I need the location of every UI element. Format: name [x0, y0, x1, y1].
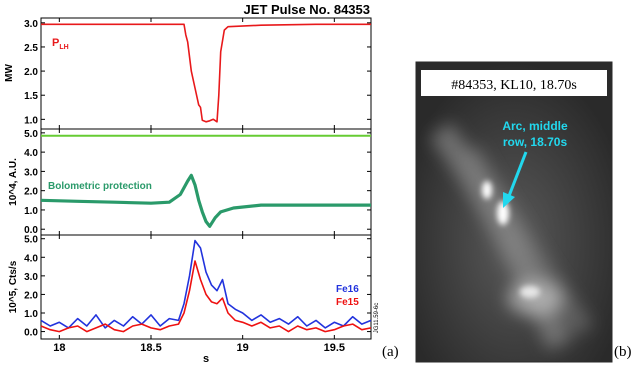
y-tick-label: 3.0: [24, 19, 38, 30]
panel-plh-ylabel: MW: [4, 64, 15, 82]
panel-iron-lines-ylabel: 10^5, Cts/s: [8, 260, 19, 313]
x-axis-label: s: [203, 353, 209, 365]
panel-iron-lines: 5.0 4.0 3.0 2.0 1.0 0.0 10^5, Cts/s Fe16 Fe15: [8, 234, 372, 340]
y-tick-label: 1.0: [24, 206, 38, 217]
y-tick-label: 5.0: [24, 235, 38, 246]
camera-image-frame: [415, 61, 613, 363]
y-tick-label: 5.0: [24, 129, 38, 140]
panel-plh-frame: [40, 17, 372, 130]
series-line-2-1: [40, 260, 372, 333]
x-tick-label: 19.5: [324, 342, 345, 354]
y-tick-label: 1.0: [24, 309, 38, 320]
panel-iron-lines-y-ticks: 5.0 4.0 3.0 2.0 1.0 0.0: [24, 235, 371, 339]
y-tick-label: 4.0: [24, 253, 38, 264]
panel-plh-y-ticks: 3.0 2.5 2.0 1.5 1.0: [24, 19, 371, 126]
arc-annotation-arrow-head: [503, 192, 515, 208]
y-tick-label: 4.0: [24, 148, 38, 159]
legend-fe16: Fe16: [336, 284, 359, 295]
panel-bolometry: 5.0 4.0 3.0 2.0 1.0 0.0 10^4, A.U. Bolometric…: [8, 128, 372, 236]
figure-side-code: JG11.59-6c: [374, 303, 380, 334]
panel-plh: 3.0 2.5 2.0 1.5 1.0 MW PLH: [4, 17, 372, 130]
series-line-2-0: [40, 239, 372, 329]
panel-bolometry-series: [40, 134, 371, 228]
bolometric-protection-annotation: Bolometric protection: [48, 181, 152, 192]
plh-series-label: PLH: [52, 37, 69, 51]
y-tick-label: 3.0: [24, 167, 38, 178]
panel-bolometry-ylabel: 10^4, A.U.: [8, 158, 19, 206]
series-line-0-0: [41, 23, 371, 123]
camera-arc-spots: [482, 181, 540, 298]
figure-title: JET Pulse No. 84353: [244, 2, 370, 17]
panel-bolometry-y-ticks: 5.0 4.0 3.0 2.0 1.0 0.0: [24, 129, 371, 236]
y-tick-label: 1.5: [24, 91, 38, 102]
camera-caption: #84353, KL10, 18.70s: [451, 78, 577, 93]
y-tick-label: 0.0: [24, 328, 38, 339]
series-line-1-1: [40, 173, 371, 228]
panel-iron-lines-frame: [40, 234, 372, 340]
y-tick-label: 3.0: [24, 272, 38, 283]
panel-iron-lines-series: [40, 239, 372, 333]
panel-a-label: (a): [382, 344, 399, 360]
x-tick-label: 18: [53, 342, 65, 354]
camera-image: #84353, KL10, 18.70s Arc, middle row, 18…: [415, 61, 613, 363]
panel-b-label: (b): [614, 344, 632, 360]
y-tick-label: 2.0: [24, 67, 38, 78]
x-axis-ticks: 18 18.5 19 19.5: [53, 18, 345, 354]
legend-fe15: Fe15: [336, 297, 359, 308]
x-tick-label: 18.5: [140, 342, 161, 354]
x-tick-label: 19: [237, 342, 249, 354]
y-tick-label: 2.0: [24, 187, 38, 198]
arc-annotation-arrow-shaft: [507, 151, 528, 197]
y-tick-label: 0.0: [24, 225, 38, 236]
y-tick-label: 2.5: [24, 43, 38, 54]
y-tick-label: 1.0: [24, 115, 38, 126]
camera-caption-box: [421, 70, 607, 96]
arc-annotation-line-1: Arc, middle: [502, 119, 568, 133]
panel-plh-series: [41, 23, 371, 123]
camera-plasma-glow: [429, 122, 594, 351]
arc-annotation-line-2: row, 18.70s: [503, 135, 568, 149]
y-tick-label: 2.0: [24, 290, 38, 301]
